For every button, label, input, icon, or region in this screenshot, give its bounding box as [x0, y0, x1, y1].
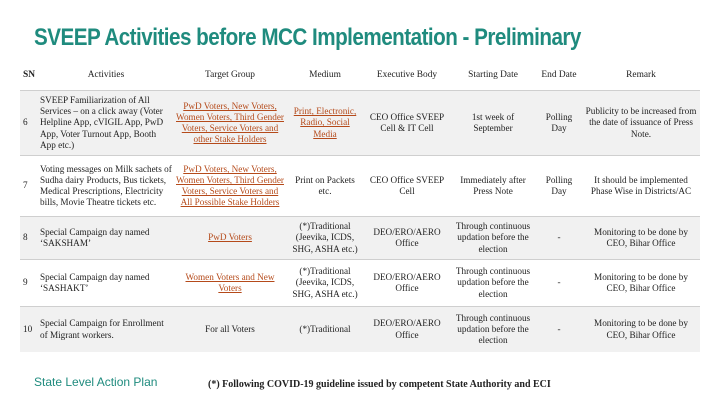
table-row: 7 Voting messages on Milk sachets of Sud…	[20, 155, 700, 217]
cell-executive-body: DEO/ERO/AERO Office	[364, 216, 450, 260]
footer-label: State Level Action Plan	[34, 375, 158, 389]
cell-target-group-link[interactable]: PwD Voters	[174, 216, 286, 260]
cell-sn: 10	[20, 306, 38, 352]
cell-starting-date: Immediately after Press Note	[450, 155, 536, 217]
header-executive-body: Executive Body	[376, 70, 438, 81]
cell-medium: Print on Packets etc.	[286, 155, 364, 217]
cell-remark: It should be implemented Phase Wise in D…	[582, 155, 700, 217]
cell-medium: (*)Traditional (Jeevika, ICDS, SHG, ASHA…	[286, 259, 364, 307]
header-target-group: Target Group	[205, 70, 255, 81]
cell-sn: 6	[20, 90, 38, 156]
cell-sn: 7	[20, 155, 38, 217]
cell-end-date: -	[536, 216, 582, 260]
table-header: SN Activities Target Group Medium Execut…	[20, 62, 700, 91]
cell-end-date: -	[536, 306, 582, 352]
cell-starting-date: Through continuous updation before the e…	[450, 306, 536, 352]
footer-note: (*) Following COVID-19 guideline issued …	[208, 379, 551, 390]
cell-remark: Monitoring to be done by CEO, Bihar Offi…	[582, 259, 700, 307]
cell-remark: Publicity to be increased from the date …	[582, 90, 700, 156]
table-row: 9 Special Campaign day named ‘SASHAKT’ W…	[20, 259, 700, 307]
header-activities: Activities	[87, 70, 125, 81]
cell-target-group-link[interactable]: Women Voters and New Voters	[174, 259, 286, 307]
cell-medium: (*)Traditional (Jeevika, ICDS, SHG, ASHA…	[286, 216, 364, 260]
cell-executive-body: DEO/ERO/AERO Office	[364, 306, 450, 352]
table-row: 8 Special Campaign day named ‘SAKSHAM’ P…	[20, 216, 700, 260]
cell-starting-date: Through continuous updation before the e…	[450, 216, 536, 260]
cell-medium-link[interactable]: Print, Electronic, Radio, Social Media	[286, 90, 364, 156]
cell-end-date: Polling Day	[536, 155, 582, 217]
cell-target-group: For all Voters	[174, 306, 286, 352]
header-end-date: End Date	[541, 70, 577, 81]
header-starting-date: Starting Date	[468, 70, 518, 81]
cell-starting-date: Through continuous updation before the e…	[450, 259, 536, 307]
cell-starting-date: 1st week of September	[450, 90, 536, 156]
cell-activity: Special Campaign day named ‘SAKSHAM’	[38, 216, 174, 260]
cell-target-group-link[interactable]: PwD Voters, New Voters, Women Voters, Th…	[174, 90, 286, 156]
cell-activity: SVEEP Familiarization of All Services – …	[38, 90, 174, 156]
cell-remark: Monitoring to be done by CEO, Bihar Offi…	[582, 216, 700, 260]
cell-executive-body: DEO/ERO/AERO Office	[364, 259, 450, 307]
header-remark: Remark	[626, 70, 656, 81]
cell-executive-body: CEO Office SVEEP Cell	[364, 155, 450, 217]
cell-activity: Special Campaign for Enrollment of Migra…	[38, 306, 174, 352]
cell-sn: 9	[20, 259, 38, 307]
cell-activity: Special Campaign day named ‘SASHAKT’	[38, 259, 174, 307]
header-medium: Medium	[309, 70, 341, 81]
cell-sn: 8	[20, 216, 38, 260]
cell-remark: Monitoring to be done by CEO, Bihar Offi…	[582, 306, 700, 352]
cell-executive-body: CEO Office SVEEP Cell & IT Cell	[364, 90, 450, 156]
cell-target-group-link[interactable]: PwD Voters, New Voters, Women Voters, Th…	[174, 155, 286, 217]
cell-end-date: Polling Day	[536, 90, 582, 156]
activities-table: SN Activities Target Group Medium Execut…	[20, 62, 700, 352]
header-sn: SN	[23, 70, 35, 81]
table-row: 6 SVEEP Familiarization of All Services …	[20, 90, 700, 156]
cell-activity: Voting messages on Milk sachets of Sudha…	[38, 155, 174, 217]
table-row: 10 Special Campaign for Enrollment of Mi…	[20, 306, 700, 352]
slide-title: SVEEP Activities before MCC Implementati…	[34, 24, 581, 51]
cell-medium: (*)Traditional	[286, 306, 364, 352]
cell-end-date: -	[536, 259, 582, 307]
